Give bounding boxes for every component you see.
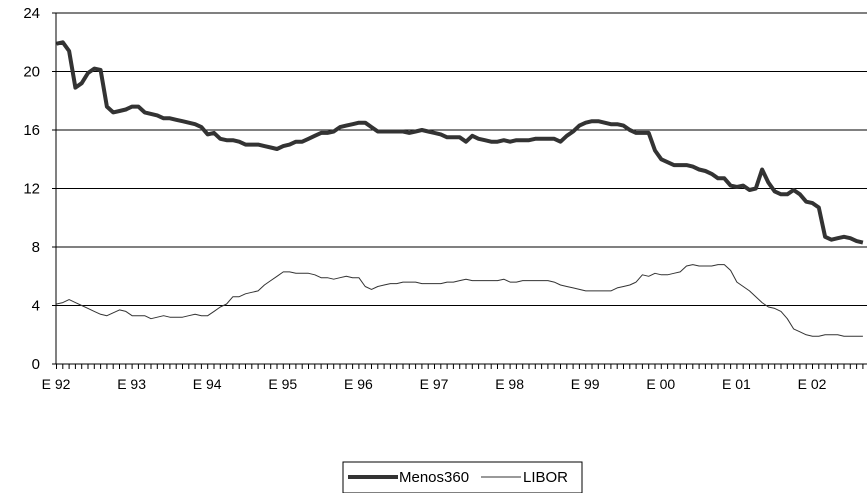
y-axis-labels: 0 4 8 12 16 20 24 xyxy=(23,5,40,373)
series-lines xyxy=(56,40,864,337)
x-tick-label: E 00 xyxy=(646,376,675,392)
legend-label-menos360: Menos360 xyxy=(399,469,469,486)
legend: Menos360 LIBOR xyxy=(342,461,583,493)
y-tick-label: 24 xyxy=(23,5,40,22)
y-tick-label: 16 xyxy=(23,122,40,139)
x-tick-label: E 97 xyxy=(420,376,449,392)
y-tick-label: 4 xyxy=(32,298,40,315)
y-tick-label: 8 xyxy=(32,239,40,256)
axes xyxy=(52,12,867,365)
x-axis-labels: E 92 E 93 E 94 E 95 E 96 E 97 E 98 E 99 E 00 E 01… xyxy=(42,376,827,392)
series-line-libor xyxy=(56,264,863,337)
y-tick-label: 0 xyxy=(32,356,40,373)
x-tick-label: E 01 xyxy=(722,376,751,392)
x-tick-label: E 02 xyxy=(798,376,827,392)
x-tick-label: E 95 xyxy=(268,376,297,392)
legend-label-libor: LIBOR xyxy=(523,469,568,486)
x-tick-label: E 98 xyxy=(495,376,524,392)
gridlines xyxy=(56,12,867,306)
x-tick-label: E 92 xyxy=(42,376,71,392)
y-tick-label: 20 xyxy=(23,64,40,81)
x-axis-ticks xyxy=(56,364,864,369)
y-tick-label: 12 xyxy=(23,181,40,198)
x-tick-label: E 94 xyxy=(193,376,222,392)
x-tick-label: E 96 xyxy=(344,376,373,392)
x-tick-label: E 93 xyxy=(117,376,146,392)
series-line-menos360 xyxy=(56,40,864,245)
x-tick-label: E 99 xyxy=(571,376,600,392)
